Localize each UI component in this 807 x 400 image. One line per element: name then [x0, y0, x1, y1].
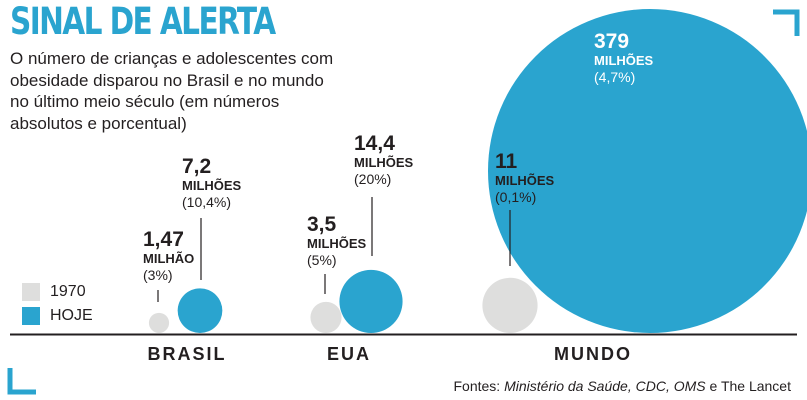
legend-label-hoje: HOJE: [50, 307, 93, 324]
bubble-brasil-hoje: [177, 288, 223, 333]
data-label-brasil-1970: 1,47 MILHÃO (3%): [143, 228, 194, 284]
corner-bracket-bottom-left: [7, 368, 36, 395]
source-note: Fontes: Ministério da Saúde, CDC, OMS e …: [454, 378, 792, 394]
unit-brasil-1970: MILHÃO: [143, 251, 195, 266]
unit-brasil-hoje: MILHÕES: [182, 178, 242, 193]
unit-mundo-1970: MILHÕES: [495, 173, 555, 188]
legend-item-hoje: HOJE: [22, 307, 93, 325]
category-label-eua: EUA: [326, 344, 372, 364]
legend-label-1970: 1970: [50, 283, 86, 300]
bubble-eua-hoje: [339, 269, 403, 333]
source-conj: e: [705, 378, 721, 394]
percent-mundo-1970: (0,1%): [495, 189, 537, 205]
value-eua-1970: 3,5: [307, 213, 337, 236]
bubble-mundo-hoje: [488, 9, 807, 333]
category-label-brasil: BRASIL: [147, 344, 227, 364]
bubble-eua-1970: [310, 301, 342, 333]
legend-swatch-hoje: [22, 307, 40, 325]
chart-title: SINAL DE ALERTA: [10, 0, 276, 43]
source-italic: Ministério da Saúde, CDC, OMS: [504, 378, 706, 394]
legend-swatch-1970: [22, 283, 40, 301]
source-tail: The Lancet: [720, 378, 791, 394]
value-brasil-1970: 1,47: [143, 228, 184, 251]
percent-brasil-1970: (3%): [143, 267, 173, 283]
bubble-mundo-1970: [482, 277, 538, 333]
value-eua-hoje: 14,4: [354, 132, 395, 155]
bubble-brasil-1970: [148, 312, 170, 333]
unit-eua-hoje: MILHÕES: [354, 155, 414, 170]
chart-subtitle: O número de crianças e adolescentes com …: [10, 49, 334, 133]
percent-eua-1970: (5%): [307, 252, 337, 268]
percent-mundo-hoje: (4,7%): [594, 69, 636, 85]
unit-eua-1970: MILHÕES: [307, 236, 367, 251]
data-label-eua-hoje: 14,4 MILHÕES (20%): [354, 132, 413, 188]
value-mundo-1970: 11: [495, 150, 518, 173]
source-prefix: Fontes:: [453, 378, 505, 394]
value-mundo-hoje: 379: [594, 30, 630, 53]
data-label-mundo-1970: 11 MILHÕES (0,1%): [495, 150, 554, 206]
percent-eua-hoje: (20%): [354, 171, 392, 187]
data-label-mundo-hoje: 379 MILHÕES (4,7%): [594, 30, 653, 86]
corner-bracket-top-right: [773, 9, 800, 36]
data-label-eua-1970: 3,5 MILHÕES (5%): [307, 213, 366, 269]
legend-item-1970: 1970: [22, 283, 86, 301]
data-label-brasil-hoje: 7,2 MILHÕES (10,4%): [182, 155, 241, 211]
percent-brasil-hoje: (10,4%): [182, 194, 232, 210]
unit-mundo-hoje: MILHÕES: [594, 53, 654, 68]
value-brasil-hoje: 7,2: [182, 155, 212, 178]
category-label-mundo: MUNDO: [554, 344, 632, 364]
